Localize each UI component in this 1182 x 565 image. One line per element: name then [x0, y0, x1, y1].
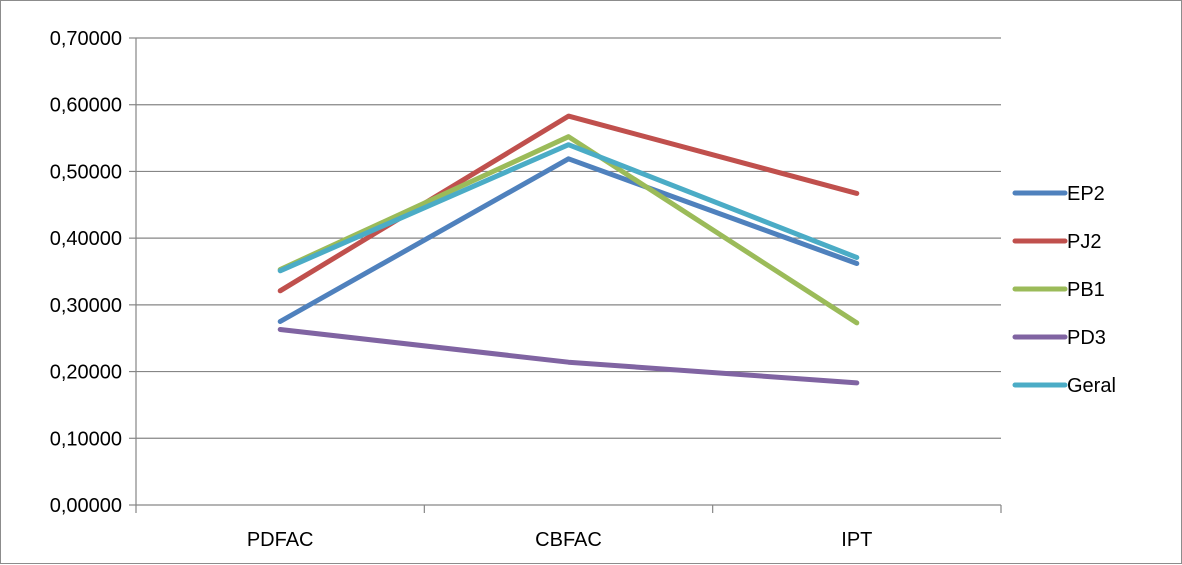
y-tick-label: 0,70000: [50, 28, 122, 50]
legend-label: PJ2: [1067, 231, 1101, 253]
legend-label: PD3: [1067, 327, 1106, 349]
y-tick-label: 0,50000: [50, 161, 122, 183]
x-tick-label: CBFAC: [535, 529, 602, 551]
series-line-pb1: [277, 134, 860, 326]
series-line-geral: [277, 142, 860, 274]
y-tick-label: 0,00000: [50, 495, 122, 517]
y-tick-label: 0,10000: [50, 428, 122, 450]
legend-label: Geral: [1067, 375, 1116, 397]
axes: 0,00000 0,10000 0,20000 0,30000 0,40000 0,500…: [50, 28, 1002, 551]
x-tick-label: IPT: [841, 529, 872, 551]
x-tick-label: PDFAC: [247, 529, 314, 551]
grid-lines: [136, 37, 1001, 439]
series-line-pj2: [277, 113, 860, 294]
legend: EP2 PJ2 PB1 PD3 Geral: [1012, 183, 1116, 397]
y-tick-label: 0,20000: [50, 362, 122, 384]
series-line-pd3: [277, 327, 860, 386]
y-tick-label: 0,40000: [50, 228, 122, 250]
series-line-ep2: [277, 156, 860, 324]
y-tick-label: 0,30000: [50, 295, 122, 317]
legend-label: EP2: [1067, 183, 1105, 205]
series-lines: [277, 113, 860, 386]
y-tick-label: 0,60000: [50, 95, 122, 117]
legend-label: PB1: [1067, 279, 1105, 301]
